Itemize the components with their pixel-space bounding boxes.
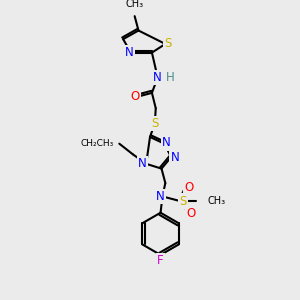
Text: N: N <box>156 190 165 203</box>
Text: N: N <box>138 157 147 170</box>
Text: N: N <box>124 46 133 59</box>
Text: N: N <box>162 136 171 149</box>
Text: S: S <box>179 195 186 208</box>
Text: CH₂CH₃: CH₂CH₃ <box>80 139 114 148</box>
Text: O: O <box>187 207 196 220</box>
Text: S: S <box>164 38 172 50</box>
Text: CH₃: CH₃ <box>208 196 226 206</box>
Text: CH₃: CH₃ <box>126 0 144 9</box>
Text: H: H <box>166 71 175 84</box>
Text: N: N <box>171 151 179 164</box>
Text: N: N <box>153 71 162 84</box>
Text: F: F <box>157 254 164 267</box>
Text: O: O <box>185 181 194 194</box>
Text: S: S <box>151 117 158 130</box>
Text: O: O <box>130 90 139 103</box>
